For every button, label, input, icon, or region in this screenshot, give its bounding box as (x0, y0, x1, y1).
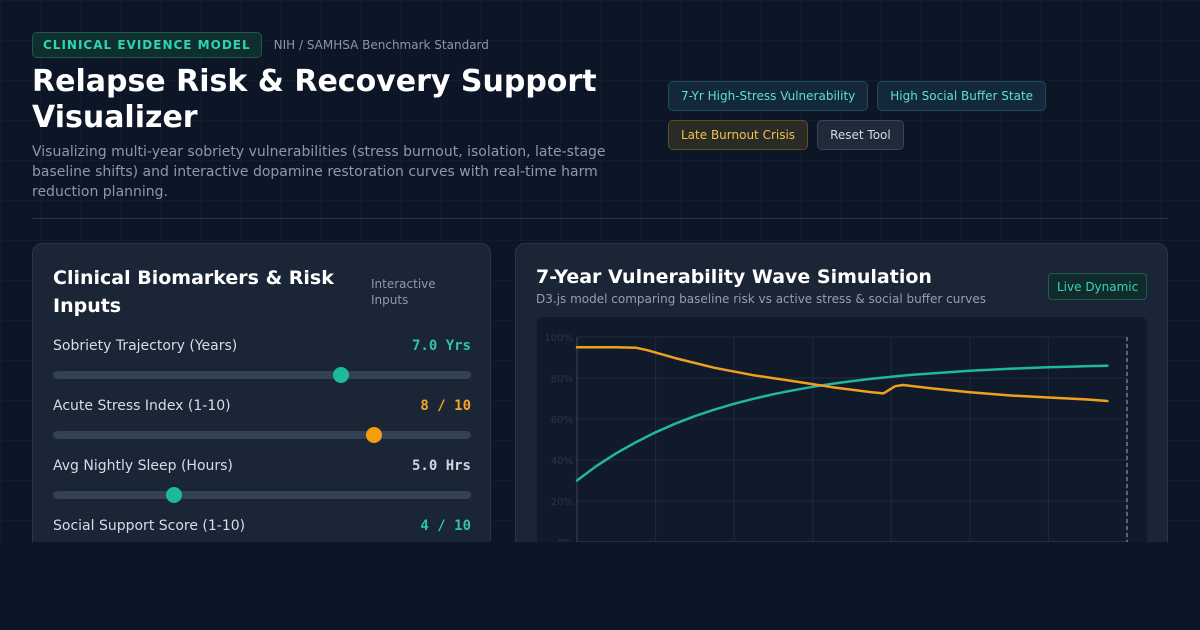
chart-y-tick-label: 40% (551, 456, 573, 467)
reset-tool-button[interactable]: Reset Tool (817, 120, 904, 150)
slider-sobriety-years: Sobriety Trajectory (Years) 7.0 Yrs (53, 336, 471, 383)
inputs-panel-title: Clinical Biomarkers & Risk Inputs (53, 267, 334, 317)
slider-value: 7.0 Yrs (411, 338, 471, 354)
page-header: CLINICAL EVIDENCE MODEL NIH / SAMHSA Ben… (32, 32, 632, 202)
chart-panel-subtitle: D3.js model comparing baseline risk vs a… (536, 292, 987, 306)
app-viewport: CLINICAL EVIDENCE MODEL NIH / SAMHSA Ben… (32, 32, 1168, 542)
interactive-inputs-tag: Interactive Inputs (371, 277, 436, 307)
chart-series-line-1 (575, 346, 1109, 403)
slider-social-support: Social Support Score (1-10) 4 / 10 (53, 516, 471, 536)
slider-value: 8 / 10 (420, 398, 471, 414)
live-dynamic-badge: Live Dynamic (1048, 273, 1148, 300)
slider-track[interactable] (53, 427, 471, 443)
model-badge: CLINICAL EVIDENCE MODEL (32, 32, 262, 58)
chart-y-tick-label: 20% (551, 497, 573, 508)
slider-stress-index: Acute Stress Index (1-10) 8 / 10 (53, 396, 471, 443)
slider-label: Avg Nightly Sleep (Hours) (53, 458, 233, 474)
slider-track[interactable] (53, 487, 471, 503)
page-bottom (0, 542, 1200, 630)
slider-track[interactable] (53, 367, 471, 383)
slider-nightly-sleep: Avg Nightly Sleep (Hours) 5.0 Hrs (53, 456, 471, 503)
page-subtitle: Visualizing multi-year sobriety vulnerab… (32, 144, 606, 200)
chart-panel-title: 7-Year Vulnerability Wave Simulation (536, 266, 932, 288)
slider-thumb[interactable] (333, 367, 350, 383)
chart-y-tick-label: 100% (544, 333, 573, 344)
chart-y-tick-label: 0% (557, 538, 573, 542)
slider-thumb[interactable] (166, 487, 183, 503)
slider-value: 4 / 10 (420, 518, 471, 534)
scenario-presets: 7-Yr High-Stress Vulnerability High Soci… (668, 81, 1068, 150)
vulnerability-chart: 100% 80% 60% 40% 20% 0% (537, 317, 1147, 542)
risk-inputs-panel: Clinical Biomarkers & Risk Inputs Intera… (32, 243, 491, 542)
preset-social-buffer-button[interactable]: High Social Buffer State (877, 81, 1047, 111)
chart-y-tick-label: 60% (551, 415, 573, 426)
header-divider (32, 218, 1168, 219)
preset-late-burnout-button[interactable]: Late Burnout Crisis (668, 120, 809, 150)
slider-value: 5.0 Hrs (411, 458, 471, 474)
chart-series-line-0 (575, 364, 1109, 482)
header-badge-row: CLINICAL EVIDENCE MODEL NIH / SAMHSA Ben… (32, 32, 632, 58)
benchmark-label: NIH / SAMHSA Benchmark Standard (273, 38, 489, 52)
vulnerability-chart-svg: 100% 80% 60% 40% 20% 0% (544, 333, 1128, 542)
slider-label: Acute Stress Index (1-10) (53, 398, 231, 414)
slider-thumb[interactable] (366, 427, 383, 443)
preset-high-stress-button[interactable]: 7-Yr High-Stress Vulnerability (668, 81, 869, 111)
chart-y-tick-label: 80% (551, 374, 573, 385)
slider-label: Sobriety Trajectory (Years) (53, 338, 238, 354)
vulnerability-chart-panel: 7-Year Vulnerability Wave Simulation D3.… (515, 243, 1168, 542)
page-title: Relapse Risk & Recovery Support Visualiz… (32, 64, 597, 135)
slider-label: Social Support Score (1-10) (53, 518, 246, 534)
